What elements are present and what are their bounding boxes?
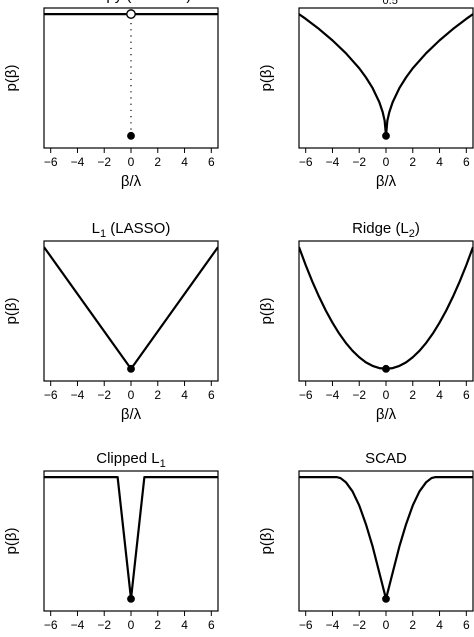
filled-point: [127, 131, 135, 140]
x-axis-label: β/λ: [376, 173, 397, 190]
panel-1: Entropy (Discrete) −6 −4 −2 0 2 4 6 β/λ p(β): [3, 0, 219, 190]
y-axis-label: p(β): [3, 298, 20, 325]
x-tick-label: 4: [436, 388, 443, 402]
x-tick-label: 6: [463, 618, 470, 632]
x-tick-label: 2: [154, 155, 161, 169]
x-tick-label: 0: [128, 618, 135, 632]
filled-point: [127, 364, 135, 373]
filled-point: [382, 594, 390, 603]
x-tick-label: 0: [383, 618, 390, 632]
x-tick-label: 0: [383, 388, 390, 402]
panel-title: SCAD: [365, 450, 407, 467]
x-tick-label: 4: [436, 155, 443, 169]
x-tick-label: 0: [383, 155, 390, 169]
x-tick-label: −2: [352, 155, 366, 169]
x-tick-label: 4: [181, 388, 188, 402]
x-axis-label: β/λ: [376, 406, 397, 423]
x-axis-label: β/λ: [121, 173, 142, 190]
x-tick-label: −6: [299, 155, 313, 169]
panel-4: Ridge (L2) −6 −4 −2 0 2 4 6 β/λ p(β): [258, 220, 474, 423]
panel-3: L1 (LASSO) −6 −4 −2 0 2 4 6 β/λ p(β): [3, 220, 219, 423]
x-tick-label: 0: [128, 155, 135, 169]
filled-point: [382, 131, 390, 140]
panel-title: L1 (LASSO): [92, 220, 171, 240]
penalty-curve: [299, 13, 473, 137]
x-tick-label: 6: [463, 155, 470, 169]
x-tick-label: −4: [71, 155, 85, 169]
panel-2: L0.5 −6 −4 −2 0 2 4 6 β/λ p(β): [258, 0, 474, 190]
x-tick-label: −2: [352, 388, 366, 402]
x-tick-label: −6: [44, 155, 58, 169]
x-tick-label: 2: [154, 388, 161, 402]
x-tick-label: 4: [181, 155, 188, 169]
x-tick-label: 6: [208, 388, 215, 402]
x-tick-label: −4: [326, 155, 340, 169]
x-tick-label: −2: [97, 155, 111, 169]
x-tick-label: 6: [463, 388, 470, 402]
y-axis-label: p(β): [258, 528, 275, 555]
x-tick-label: 2: [409, 388, 416, 402]
x-tick-label: 2: [409, 618, 416, 632]
x-tick-label: −4: [326, 618, 340, 632]
panel-title: Entropy (Discrete): [71, 0, 192, 4]
penalty-curve: [44, 475, 218, 600]
filled-point: [382, 364, 390, 373]
panel-title: Clipped L1: [96, 450, 166, 470]
x-tick-label: −4: [71, 388, 85, 402]
penalty-curve: [44, 246, 218, 370]
x-tick-label: −2: [97, 388, 111, 402]
x-tick-label: −4: [71, 618, 85, 632]
x-tick-label: −6: [44, 618, 58, 632]
x-tick-label: 6: [208, 155, 215, 169]
panel-title: Ridge (L2): [352, 220, 420, 240]
y-axis-label: p(β): [3, 528, 20, 555]
panel-title: L0.5: [374, 0, 398, 7]
y-axis-label: p(β): [258, 298, 275, 325]
y-axis-label: p(β): [3, 65, 20, 92]
penalty-curve: [299, 246, 473, 370]
x-tick-label: 2: [409, 155, 416, 169]
x-tick-label: −2: [97, 618, 111, 632]
x-axis-label: β/λ: [121, 406, 142, 423]
penalty-curve: [299, 475, 473, 600]
x-tick-label: 2: [154, 618, 161, 632]
x-tick-label: −4: [326, 388, 340, 402]
plot-frame: [298, 470, 474, 612]
x-tick-label: 4: [436, 618, 443, 632]
x-tick-label: −6: [299, 618, 313, 632]
x-tick-label: −6: [299, 388, 313, 402]
y-axis-label: p(β): [258, 65, 275, 92]
x-tick-label: 6: [208, 618, 215, 632]
x-tick-label: 0: [128, 388, 135, 402]
plot-frame: [43, 7, 219, 149]
filled-point: [127, 594, 135, 603]
plot-frame: [43, 240, 219, 382]
x-tick-label: 4: [181, 618, 188, 632]
open-point: [126, 9, 136, 19]
x-tick-label: −2: [352, 618, 366, 632]
x-tick-label: −6: [44, 388, 58, 402]
